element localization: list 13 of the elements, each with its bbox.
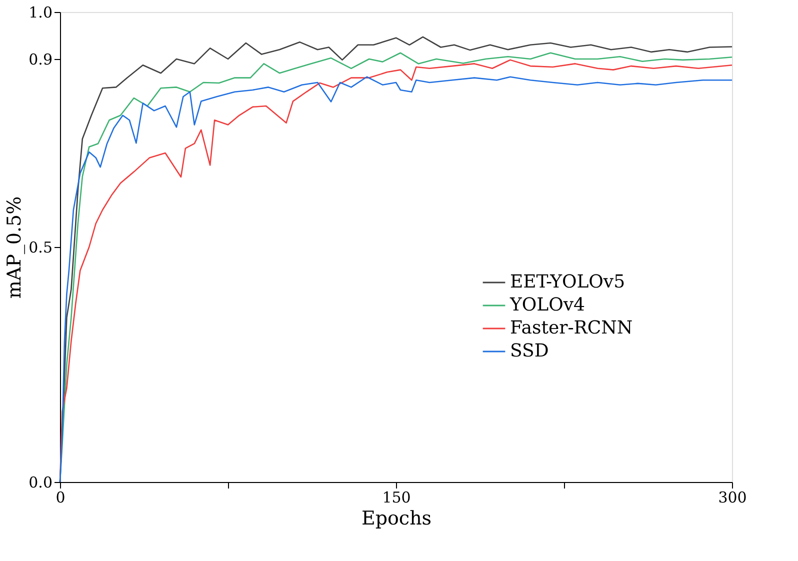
y-tick-label: 0.5 <box>28 238 52 256</box>
x-tick-label: 0 <box>56 488 66 506</box>
x-axis-title: Epochs <box>361 508 432 530</box>
y-tick-label: 0.9 <box>28 50 52 68</box>
legend-label: EET-YOLOv5 <box>510 272 626 292</box>
x-tick-label: 150 <box>382 488 411 506</box>
x-tick-label: 300 <box>718 488 747 506</box>
y-axis-title: mAP_0.5% <box>4 196 26 299</box>
y-tick-label: 1.0 <box>28 4 52 22</box>
y-tick-label: 0.0 <box>28 474 52 492</box>
legend-label: YOLOv4 <box>509 294 585 316</box>
legend-label: SSD <box>510 340 549 362</box>
legend-label: Faster-RCNN <box>510 318 633 338</box>
